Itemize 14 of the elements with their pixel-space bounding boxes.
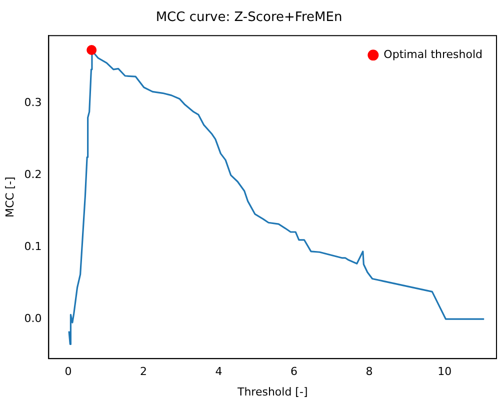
x-tick-label: 6 (290, 365, 298, 378)
legend-label: Optimal threshold (384, 48, 483, 61)
x-tick-label: 0 (64, 365, 72, 378)
x-axis-title: Threshold [-] (236, 385, 308, 398)
x-tick-label: 8 (366, 365, 373, 378)
y-tick-label: 0.3 (24, 96, 42, 110)
y-tick-label: 0.2 (24, 168, 42, 182)
y-tick-label: 0.1 (24, 240, 42, 253)
x-tick-label: 10 (438, 365, 452, 378)
chart-title: MCC curve: Z-Score+FreMEn (156, 10, 342, 26)
x-tick-label: 4 (215, 365, 222, 378)
y-tick-label: 0.0 (24, 312, 42, 325)
y-axis-title: MCC [-] (3, 176, 16, 218)
x-tick-label: 2 (140, 365, 148, 378)
